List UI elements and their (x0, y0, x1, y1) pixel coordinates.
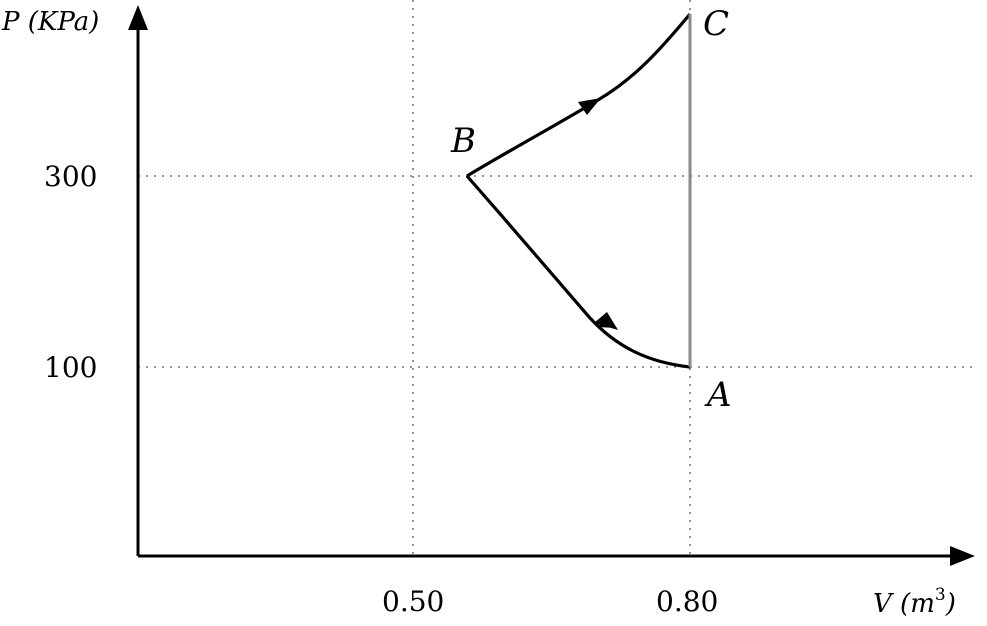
point-label-c: C (703, 4, 729, 44)
point-label-a: A (704, 375, 732, 415)
x-axis-label: V (m3) (873, 585, 956, 619)
x-tick-050: 0.50 (382, 585, 444, 618)
y-tick-100: 100 (44, 351, 97, 384)
y-axis-label: P (KPa) (1, 7, 99, 37)
x-axis-arrow-icon (950, 546, 975, 566)
x-tick-080: 0.80 (656, 585, 718, 618)
point-label-b: B (450, 121, 476, 161)
grid-lines (138, 0, 975, 556)
process-a-to-b (465, 174, 691, 369)
y-axis-arrow-icon (128, 5, 148, 30)
axes (136, 22, 958, 558)
arrow-a-to-b-icon (594, 312, 618, 330)
y-tick-300: 300 (44, 160, 97, 193)
arrow-b-to-c-icon (578, 98, 601, 115)
process-b-to-c (466, 12, 692, 178)
